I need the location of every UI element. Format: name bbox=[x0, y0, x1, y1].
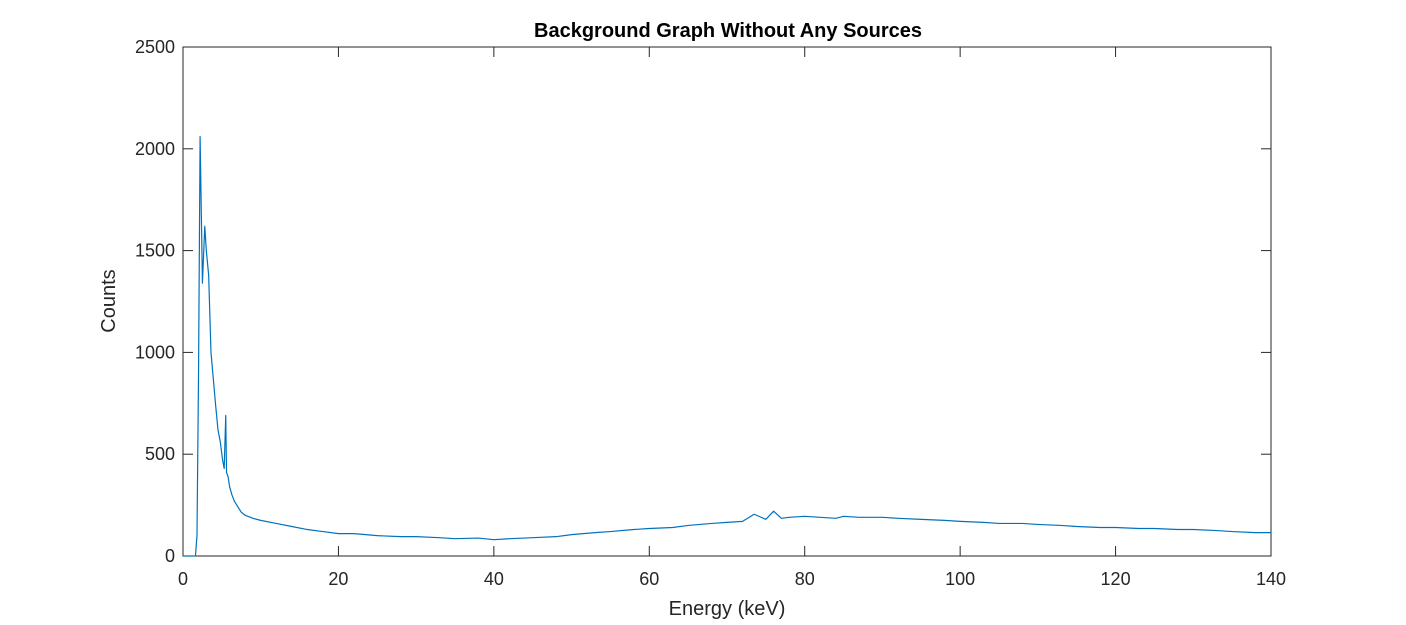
x-tick-label: 0 bbox=[178, 569, 188, 589]
x-tick-label: 120 bbox=[1101, 569, 1131, 589]
series-group bbox=[183, 135, 1271, 557]
series-line-0 bbox=[183, 135, 1271, 557]
x-tick-label: 140 bbox=[1256, 569, 1286, 589]
x-axis-label: Energy (keV) bbox=[669, 598, 786, 620]
x-axis: 0 20 40 60 80 100 120 140 bbox=[178, 47, 1286, 589]
axes-box bbox=[182, 46, 1272, 557]
y-axis-label: Counts bbox=[98, 269, 120, 332]
y-axis: 0 500 1000 1500 2000 2500 bbox=[135, 37, 1271, 566]
x-tick-label: 80 bbox=[795, 569, 815, 589]
y-tick-label: 2500 bbox=[135, 37, 175, 57]
x-tick-label: 60 bbox=[639, 569, 659, 589]
x-tick-label: 40 bbox=[484, 569, 504, 589]
y-tick-label: 1500 bbox=[135, 241, 175, 261]
x-tick-label: 20 bbox=[328, 569, 348, 589]
plot-area bbox=[182, 46, 1272, 557]
y-tick-label: 0 bbox=[165, 546, 175, 566]
chart-title: Background Graph Without Any Sources bbox=[534, 20, 922, 42]
y-tick-label: 500 bbox=[145, 444, 175, 464]
y-tick-label: 1000 bbox=[135, 342, 175, 362]
y-tick-label: 2000 bbox=[135, 139, 175, 159]
x-tick-label: 100 bbox=[945, 569, 975, 589]
